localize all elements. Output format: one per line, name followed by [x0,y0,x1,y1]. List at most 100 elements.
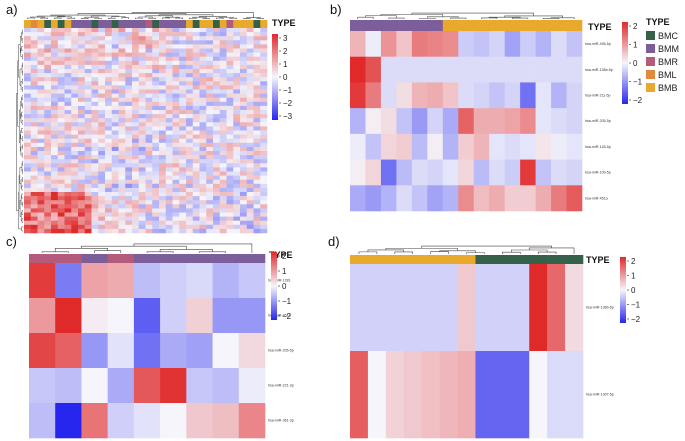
a-cell [64,187,72,193]
b-cell [380,108,397,135]
a-cell [246,93,254,98]
a-cell [240,52,248,57]
a-cell [213,183,221,189]
a-cell [152,64,160,70]
a-cell [91,204,99,209]
c-cell [81,368,108,404]
a-cell [246,56,254,62]
a-cell [233,64,241,70]
a-cell [111,159,119,164]
a-cell [233,73,241,78]
a-cell [240,163,248,168]
a-cell [71,85,79,90]
a-cell [91,56,99,62]
a-cell [105,52,113,57]
a-cell [260,175,268,180]
a-cell [179,220,187,226]
a-cell [213,187,221,193]
a-cell [192,77,200,82]
a-cell [51,167,59,172]
a-cell [30,64,38,70]
a-cell [179,224,187,230]
a-cell [138,77,146,82]
b-cell [458,56,475,83]
a-cell [118,212,126,217]
a-cell [111,89,119,94]
a-cell [219,32,227,37]
a-cell [172,81,180,86]
a-cell [51,69,59,74]
a-cell [186,69,194,74]
a-cell [132,126,140,131]
b-cell [504,185,521,212]
a-cell [186,105,194,111]
a-cell [253,216,261,221]
a-cell [165,200,173,205]
d-type-BMC [475,255,494,264]
a-cell [132,151,140,156]
a-cell [64,134,72,139]
d-cell [529,264,548,352]
b-cell [520,31,536,58]
legend-swatch-bmb [646,83,655,92]
a-cell [165,64,173,70]
a-cell [186,142,194,148]
a-cell [132,175,140,180]
a-cell [24,85,32,90]
a-cell [179,126,187,131]
a-cell [233,28,241,33]
a-cell [91,146,99,152]
a-cell [64,118,72,123]
a-cell [111,93,119,98]
a-cell [260,60,268,66]
d-cell [403,264,422,352]
a-cell [44,36,52,41]
b-cell [473,56,490,83]
a-cell [98,81,106,86]
a-row-branch [22,70,23,76]
a-cell [192,208,200,213]
a-cell [206,73,214,78]
a-cell [186,118,194,123]
a-cell [260,73,268,78]
a-cell [260,208,268,213]
a-cell [260,105,268,111]
a-cell [233,192,241,197]
a-cell [30,101,38,107]
c-cell [107,403,135,439]
a-cell [179,142,187,148]
c-type-BMR [55,254,82,263]
a-cell [98,36,106,41]
a-cell [138,56,146,62]
a-cell [186,56,194,62]
b-cell [350,82,366,109]
a-cell [57,77,65,82]
a-cell [44,187,52,193]
a-cell [213,159,221,164]
a-row-branch [21,218,23,223]
a-cell [260,56,268,62]
a-cell [253,183,261,189]
a-cell [240,167,248,172]
a-cell [138,32,146,37]
a-row-branch [21,95,23,100]
a-cell [138,130,146,135]
colorbar-c [271,252,277,320]
a-cell [37,167,45,172]
a-cell [24,200,32,205]
a-cell [78,216,86,221]
a-cell [30,155,38,160]
a-cell [98,48,106,53]
d-cell [493,351,512,439]
a-cell [199,220,207,226]
a-cell [37,171,45,176]
a-cell [84,85,92,90]
a-cell [57,97,65,103]
a-cell [152,134,160,139]
a-cell [240,183,248,189]
b-cell [520,108,536,135]
a-cell [240,159,248,164]
a-cell [125,126,133,131]
a-cell [240,64,248,70]
a-cell [186,175,194,180]
